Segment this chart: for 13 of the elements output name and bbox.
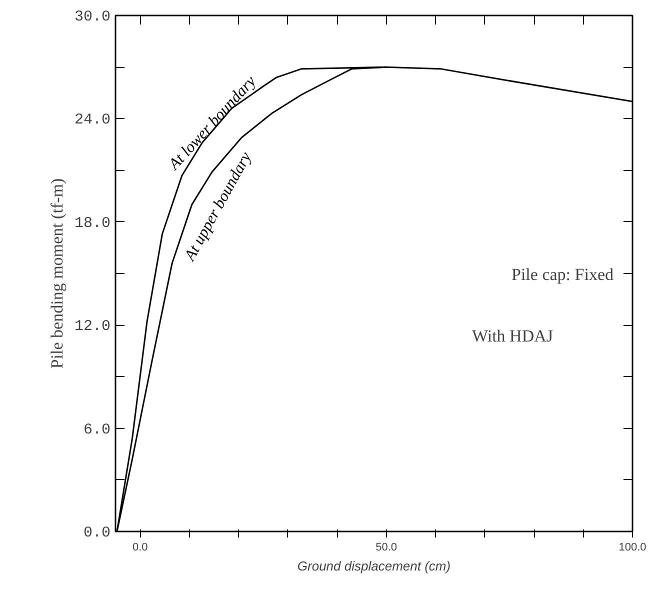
y-tick-label: 12.0 xyxy=(74,318,111,336)
y-tick-label: 18.0 xyxy=(74,214,111,232)
x-tick-label: 50.0 xyxy=(376,542,398,554)
annotation: Pile cap: Fixed xyxy=(512,264,614,284)
y-tick-label: 24.0 xyxy=(74,112,111,129)
annotation: With HDAJ xyxy=(472,326,554,346)
y-tick-label: 6.0 xyxy=(83,421,111,438)
y-tick-label: 30.0 xyxy=(74,8,111,26)
y-tick-label: 0.0 xyxy=(83,524,111,542)
x-axis-title: Ground displacement (cm) xyxy=(297,558,451,574)
x-tick-label: 100.0 xyxy=(618,542,646,554)
y-axis-title: Pile bending moment (tf-m) xyxy=(47,178,66,369)
x-tick-label: 0.0 xyxy=(132,542,148,554)
